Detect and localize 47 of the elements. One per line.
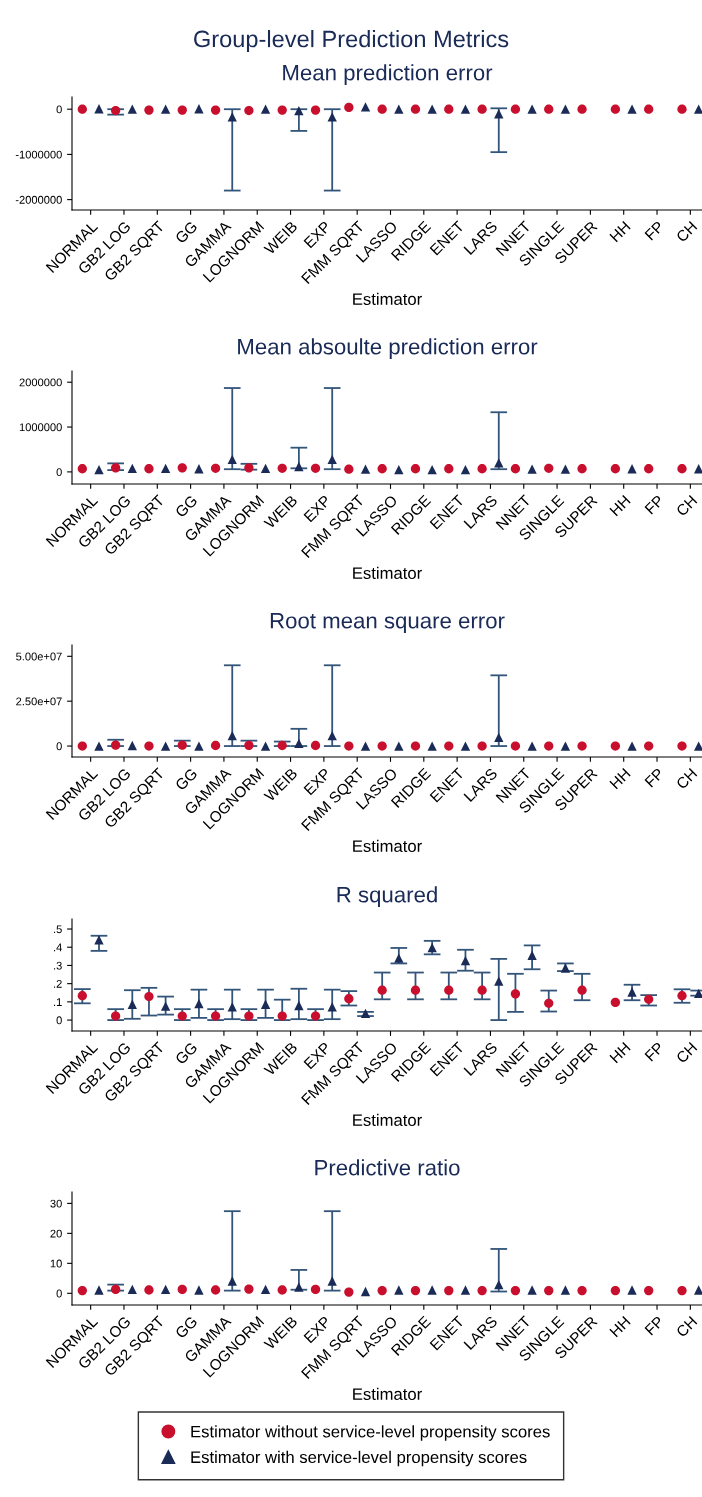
x-tick-label: CH xyxy=(675,494,698,517)
y-tick-label: 0 xyxy=(56,468,62,477)
x-axis-title: Estimator xyxy=(353,1387,422,1401)
x-tick-label: CH xyxy=(675,1315,698,1338)
x-tick-label: CH xyxy=(675,767,698,790)
chart-title: Root mean square error xyxy=(270,613,505,633)
chart-title: Group-level Prediction Metrics xyxy=(194,30,509,53)
y-tick-label: 2000000 xyxy=(19,378,62,387)
x-tick-label: HH xyxy=(609,768,631,790)
y-tick-label: .4 xyxy=(54,943,62,952)
x-tick-label: FP xyxy=(644,1315,665,1336)
chart-title: R squared xyxy=(337,886,437,907)
legend-label: Estimator with service-level propensity scores xyxy=(191,1450,527,1467)
x-tick-label: CH xyxy=(675,220,698,243)
y-tick-label: 1000000 xyxy=(19,423,62,432)
y-tick-label: -1000000 xyxy=(15,150,62,159)
y-tick-label: 10 xyxy=(50,1259,62,1268)
x-tick-label: FP xyxy=(644,494,665,515)
x-axis-title: Estimator xyxy=(353,1113,422,1127)
y-tick-label: 20 xyxy=(50,1229,62,1238)
x-tick-label: HH xyxy=(609,1316,631,1338)
y-tick-label: -2000000 xyxy=(15,195,62,204)
x-tick-label: FP xyxy=(644,220,665,241)
chart-title: Mean absoulte prediction error xyxy=(238,338,538,359)
x-axis-title: Estimator xyxy=(353,566,422,580)
y-tick-label: 2.50e+07 xyxy=(16,697,62,706)
x-tick-label: HH xyxy=(609,221,631,243)
y-tick-label: 0 xyxy=(56,1016,62,1025)
y-tick-label: .2 xyxy=(54,979,62,988)
x-tick-label: FP xyxy=(644,767,665,788)
y-tick-label: 5.00e+07 xyxy=(16,652,62,661)
chart-subtitle: Mean prediction error xyxy=(283,64,493,85)
y-tick-label: 0 xyxy=(56,105,62,114)
y-tick-label: .5 xyxy=(54,925,62,934)
y-tick-label: 0 xyxy=(56,742,62,751)
legend-label: Estimator without service-level propensity scores xyxy=(191,1425,550,1441)
x-tick-label: HH xyxy=(609,495,631,517)
x-tick-label: FP xyxy=(644,1041,665,1062)
y-tick-label: .3 xyxy=(54,961,62,970)
x-axis-title: Estimator xyxy=(353,839,422,853)
x-tick-label: HH xyxy=(609,1042,631,1064)
x-tick-label: CH xyxy=(675,1041,698,1064)
y-tick-label: 0 xyxy=(56,1289,62,1298)
chart-title: Predictive ratio xyxy=(315,1159,460,1176)
y-tick-label: .1 xyxy=(54,998,62,1006)
x-axis-title: Estimator xyxy=(353,292,422,306)
y-tick-label: 30 xyxy=(50,1199,62,1208)
